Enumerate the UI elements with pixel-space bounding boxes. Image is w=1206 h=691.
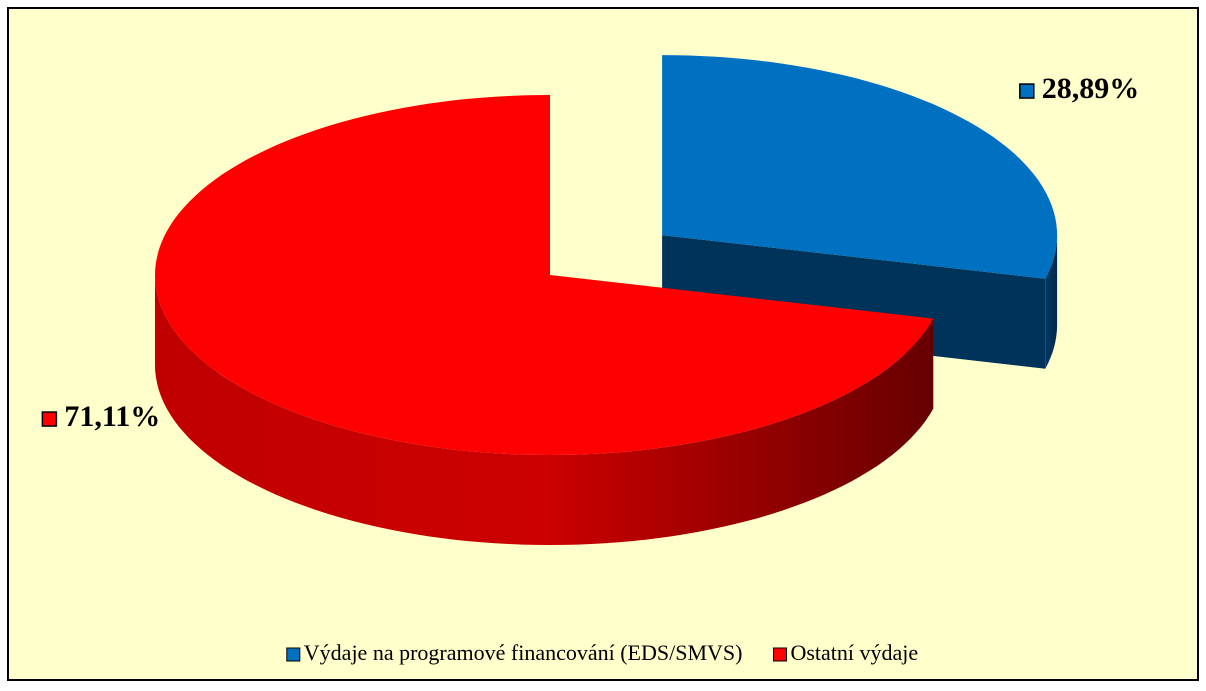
slice-side: [155, 275, 934, 545]
slice-top: [662, 55, 1058, 279]
legend-key: [286, 647, 301, 662]
slice: [155, 95, 934, 545]
data-label: 28,89%: [1042, 72, 1140, 105]
slice-top: [155, 95, 934, 455]
legend-label: Ostatní výdaje: [790, 640, 918, 665]
data-label-key: [41, 411, 58, 427]
data-label-key: [1019, 83, 1035, 99]
legend-key: [772, 647, 787, 662]
legend-label: Výdaje na programové financování (EDS/SM…: [304, 640, 743, 665]
data-label: 71,11%: [64, 400, 160, 433]
slice-side: [1045, 235, 1058, 369]
